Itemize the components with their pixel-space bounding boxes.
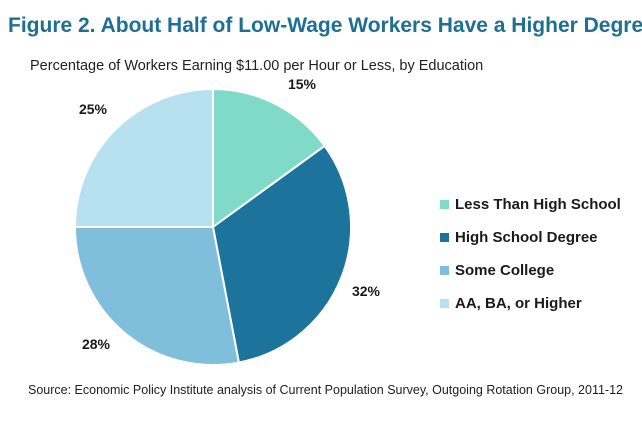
legend-label: Less Than High School xyxy=(455,196,621,213)
slice-value-label: 25% xyxy=(79,101,108,117)
chart-subtitle: Percentage of Workers Earning $11.00 per… xyxy=(30,58,484,74)
legend-swatch xyxy=(440,200,449,209)
slice-value-label: 15% xyxy=(288,76,317,92)
legend-swatch xyxy=(440,233,449,242)
legend-item: Less Than High School xyxy=(440,188,621,221)
legend-swatch xyxy=(440,266,449,275)
legend-item: AA, BA, or Higher xyxy=(440,287,621,320)
legend-swatch xyxy=(440,299,449,308)
chart-title: Figure 2. About Half of Low-Wage Workers… xyxy=(8,14,642,37)
pie-slice-1 xyxy=(212,87,327,229)
chart-legend: Less Than High School High School Degree S… xyxy=(440,188,621,320)
legend-item: High School Degree xyxy=(440,221,621,254)
pie-slice-3 xyxy=(73,226,241,366)
legend-label: Some College xyxy=(455,262,555,279)
slice-value-label: 32% xyxy=(352,283,381,299)
pie-slice-2 xyxy=(211,144,352,364)
source-note: Source: Economic Policy Institute analys… xyxy=(28,383,623,397)
legend-label: AA, BA, or Higher xyxy=(455,295,582,312)
legend-label: High School Degree xyxy=(455,229,598,246)
slice-value-label: 28% xyxy=(82,336,111,352)
pie-slice-4 xyxy=(73,87,214,228)
legend-item: Some College xyxy=(440,254,621,287)
